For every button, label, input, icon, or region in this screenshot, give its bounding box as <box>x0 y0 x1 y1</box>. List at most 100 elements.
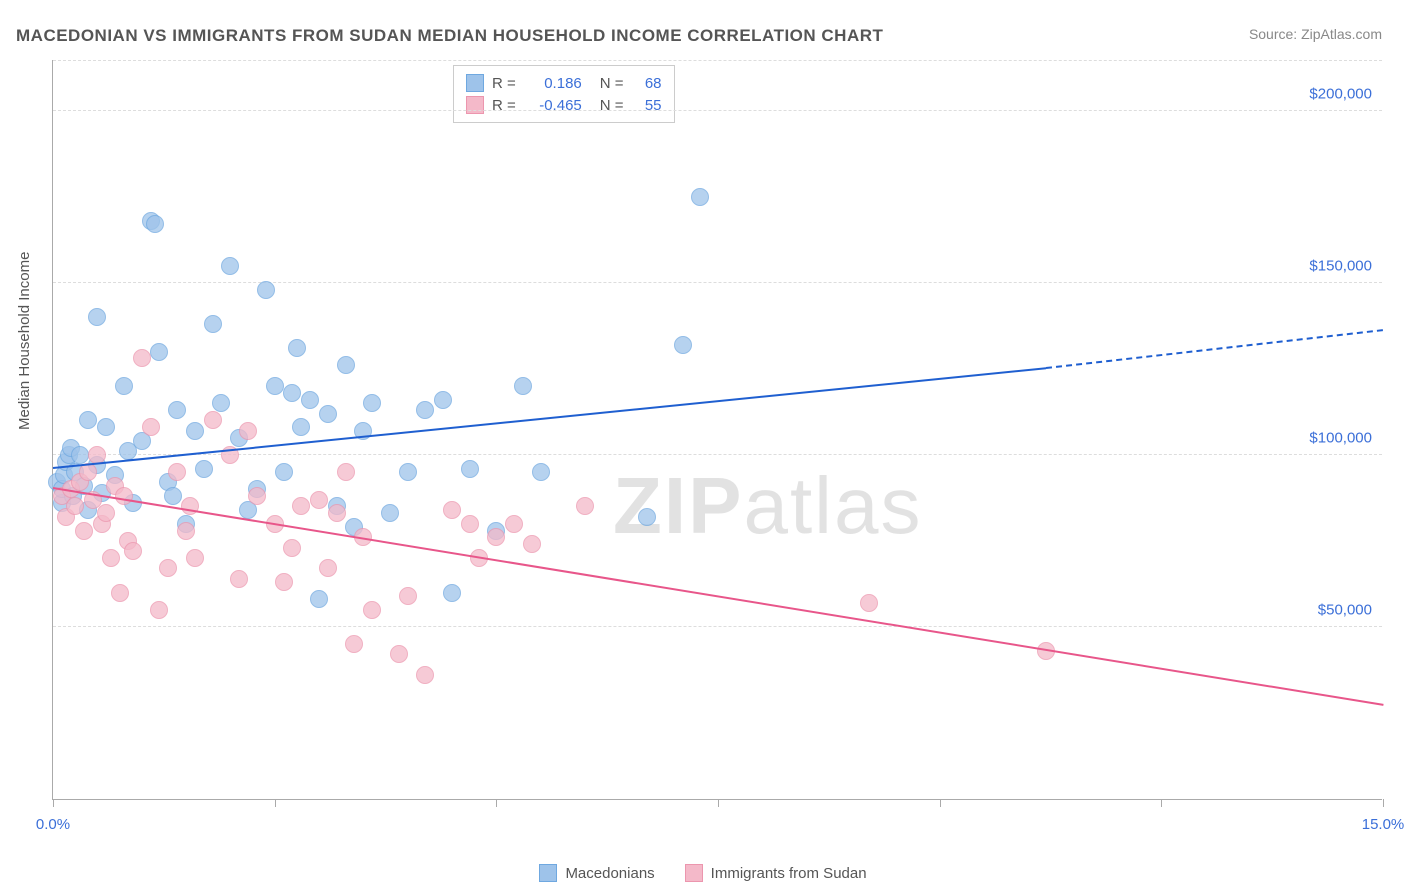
data-point <box>283 539 301 557</box>
x-tick <box>718 799 719 807</box>
data-point <box>532 463 550 481</box>
data-point <box>487 528 505 546</box>
stat-n-value: 55 <box>632 97 662 114</box>
data-point <box>505 515 523 533</box>
data-point <box>860 594 878 612</box>
data-point <box>319 405 337 423</box>
data-point <box>195 460 213 478</box>
data-point <box>248 487 266 505</box>
watermark: ZIPatlas <box>613 460 922 552</box>
stats-row: R = -0.465 N = 55 <box>466 94 662 116</box>
data-point <box>674 336 692 354</box>
data-point <box>239 422 257 440</box>
stat-n-value: 68 <box>632 75 662 92</box>
data-point <box>71 446 89 464</box>
data-point <box>142 418 160 436</box>
data-point <box>212 394 230 412</box>
data-point <box>204 315 222 333</box>
data-point <box>150 601 168 619</box>
data-point <box>115 377 133 395</box>
data-point <box>164 487 182 505</box>
data-point <box>416 666 434 684</box>
stats-row: R = 0.186 N = 68 <box>466 72 662 94</box>
data-point <box>363 601 381 619</box>
legend-label: Macedonians <box>565 865 654 882</box>
data-point <box>111 584 129 602</box>
data-point <box>328 504 346 522</box>
data-point <box>434 391 452 409</box>
data-point <box>319 559 337 577</box>
data-point <box>133 349 151 367</box>
data-point <box>159 559 177 577</box>
data-point <box>204 411 222 429</box>
data-point <box>221 257 239 275</box>
x-tick <box>1383 799 1384 807</box>
gridline <box>53 60 1382 61</box>
data-point <box>168 463 186 481</box>
data-point <box>146 215 164 233</box>
legend-swatch <box>685 864 703 882</box>
stat-n-label: N = <box>600 75 624 92</box>
data-point <box>310 491 328 509</box>
plot-area: ZIPatlas R = 0.186 N = 68 R = -0.465 N = 55 $50… <box>52 60 1382 800</box>
x-tick <box>1161 799 1162 807</box>
y-axis-label: Median Household Income <box>16 252 33 430</box>
data-point <box>102 549 120 567</box>
data-point <box>257 281 275 299</box>
data-point <box>124 542 142 560</box>
stat-r-label: R = <box>492 75 516 92</box>
x-tick <box>275 799 276 807</box>
y-tick-label: $200,000 <box>1309 85 1372 102</box>
data-point <box>461 460 479 478</box>
data-point <box>66 497 84 515</box>
data-point <box>97 418 115 436</box>
data-point <box>691 188 709 206</box>
data-point <box>301 391 319 409</box>
data-point <box>288 339 306 357</box>
legend-swatch <box>539 864 557 882</box>
data-point <box>443 584 461 602</box>
stat-r-label: R = <box>492 97 516 114</box>
data-point <box>177 522 195 540</box>
x-tick <box>53 799 54 807</box>
x-tick-label: 15.0% <box>1362 816 1405 833</box>
stat-r-value: -0.465 <box>524 97 582 114</box>
data-point <box>97 504 115 522</box>
data-point <box>230 570 248 588</box>
data-point <box>186 422 204 440</box>
gridline <box>53 282 1382 283</box>
data-point <box>345 635 363 653</box>
data-point <box>88 308 106 326</box>
data-point <box>292 497 310 515</box>
stat-r-value: 0.186 <box>524 75 582 92</box>
regression-line <box>53 487 1383 706</box>
legend-item: Macedonians <box>539 864 654 882</box>
data-point <box>416 401 434 419</box>
gridline <box>53 626 1382 627</box>
data-point <box>150 343 168 361</box>
data-point <box>115 487 133 505</box>
data-point <box>443 501 461 519</box>
x-tick-label: 0.0% <box>36 816 70 833</box>
data-point <box>523 535 541 553</box>
data-point <box>266 377 284 395</box>
data-point <box>75 522 93 540</box>
legend-item: Immigrants from Sudan <box>685 864 867 882</box>
legend-swatch <box>466 96 484 114</box>
data-point <box>186 549 204 567</box>
legend-swatch <box>466 74 484 92</box>
y-tick-label: $50,000 <box>1318 601 1372 618</box>
y-tick-label: $150,000 <box>1309 257 1372 274</box>
x-tick <box>496 799 497 807</box>
source-label: Source: ZipAtlas.com <box>1249 26 1382 42</box>
data-point <box>461 515 479 533</box>
stats-box: R = 0.186 N = 68 R = -0.465 N = 55 <box>453 65 675 123</box>
data-point <box>275 463 293 481</box>
data-point <box>310 590 328 608</box>
x-tick <box>940 799 941 807</box>
chart-title: MACEDONIAN VS IMMIGRANTS FROM SUDAN MEDI… <box>16 26 883 46</box>
data-point <box>292 418 310 436</box>
data-point <box>337 463 355 481</box>
stat-n-label: N = <box>600 97 624 114</box>
data-point <box>168 401 186 419</box>
